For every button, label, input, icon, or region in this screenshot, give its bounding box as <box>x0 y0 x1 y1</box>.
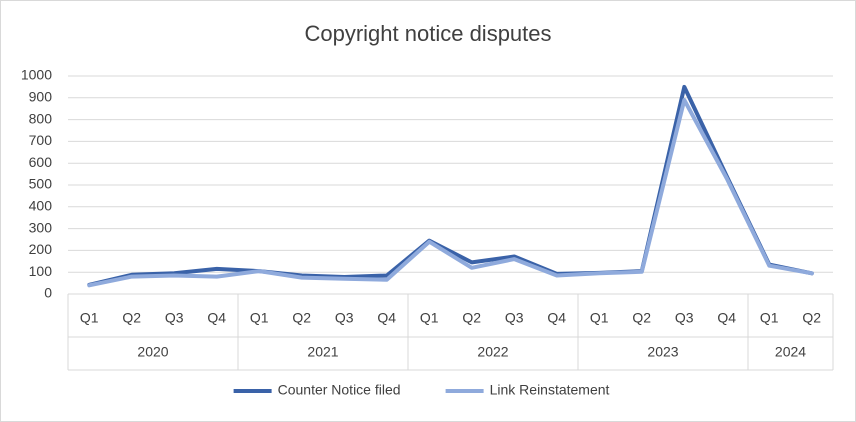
y-tick-label: 400 <box>29 198 53 214</box>
x-tick-label: Q1 <box>80 310 99 326</box>
y-tick-label: 900 <box>29 89 53 105</box>
x-tick-label: Q3 <box>165 310 184 326</box>
x-tick-label: Q1 <box>760 310 779 326</box>
x-tick-label: Q1 <box>420 310 439 326</box>
y-tick-label: 200 <box>29 241 53 257</box>
x-tick-label: Q4 <box>547 310 566 326</box>
y-tick-label: 300 <box>29 219 53 235</box>
y-tick-label: 0 <box>44 285 52 301</box>
y-tick-label: 100 <box>29 263 53 279</box>
x-tick-label: Q1 <box>590 310 609 326</box>
x-tick-label: Q2 <box>632 310 651 326</box>
group-label: 2024 <box>775 344 806 360</box>
legend-label: Counter Notice filed <box>278 382 401 398</box>
x-tick-label: Q3 <box>335 310 354 326</box>
y-tick-label: 700 <box>29 132 53 148</box>
group-label: 2020 <box>137 344 168 360</box>
x-tick-label: Q4 <box>207 310 226 326</box>
x-tick-label: Q4 <box>377 310 396 326</box>
x-tick-label: Q2 <box>802 310 821 326</box>
y-tick-label: 600 <box>29 154 53 170</box>
x-tick-label: Q1 <box>250 310 269 326</box>
x-tick-label: Q2 <box>292 310 311 326</box>
x-tick-label: Q3 <box>675 310 694 326</box>
x-tick-label: Q4 <box>717 310 736 326</box>
y-tick-label: 500 <box>29 176 53 192</box>
y-tick-label: 1000 <box>21 67 52 83</box>
x-tick-label: Q2 <box>122 310 141 326</box>
legend-label: Link Reinstatement <box>490 382 610 398</box>
group-label: 2022 <box>477 344 508 360</box>
x-tick-label: Q2 <box>462 310 481 326</box>
series-line <box>87 98 814 288</box>
chart-title: Copyright notice disputes <box>304 21 551 46</box>
group-label: 2021 <box>307 344 338 360</box>
y-tick-label: 800 <box>29 110 53 126</box>
x-tick-label: Q3 <box>505 310 524 326</box>
group-label: 2023 <box>647 344 678 360</box>
series-line <box>87 84 814 287</box>
